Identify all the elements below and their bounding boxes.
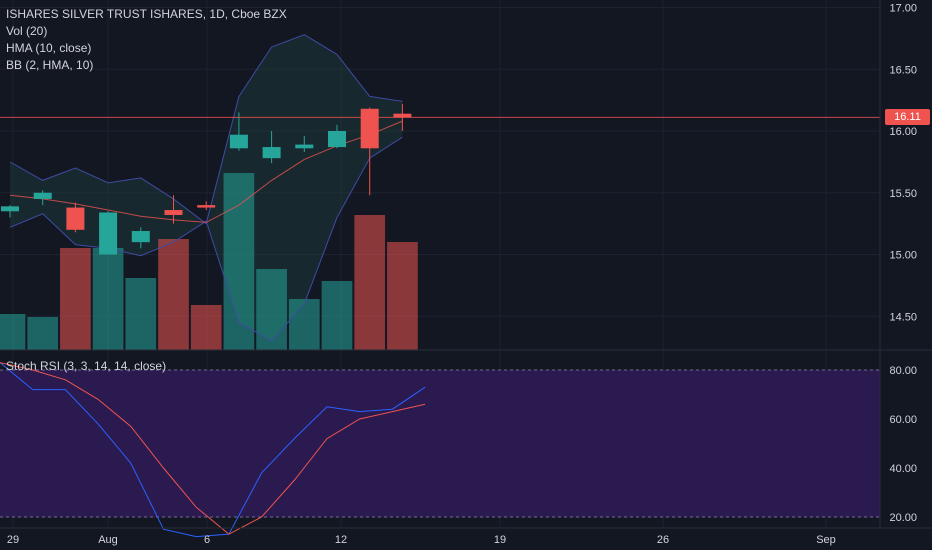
candle-body	[131, 231, 150, 243]
candle-body	[328, 131, 346, 148]
candle-body	[360, 108, 379, 149]
time-tick-label: 6	[204, 534, 210, 546]
candle-body	[295, 144, 314, 149]
stoch-rsi-band	[0, 369, 880, 518]
volume-bar	[125, 278, 157, 350]
price-tick-label: 16.00	[889, 126, 917, 138]
legend-volume[interactable]: Vol (20)	[6, 24, 48, 38]
volume-bar	[354, 215, 386, 350]
stoch-rsi-lines	[0, 362, 426, 538]
legend-stoch-rsi[interactable]: Stoch RSI (3, 3, 14, 14, close)	[6, 359, 167, 373]
price-tick-label: 15.00	[889, 250, 917, 262]
candle-body	[197, 205, 216, 208]
price-tick-label: 17.00	[889, 3, 917, 15]
volume-bar	[288, 299, 320, 350]
time-tick-label: 26	[657, 534, 669, 546]
volume-bar	[387, 242, 418, 350]
volume-bar	[223, 173, 255, 350]
stoch-d-line	[0, 362, 426, 535]
bollinger-lower-line	[9, 136, 403, 342]
volume-bar	[190, 305, 222, 350]
bollinger-band-fill	[10, 34, 403, 341]
volume-bar	[27, 317, 59, 350]
legend-bollinger[interactable]: BB (2, HMA, 10)	[6, 58, 94, 72]
time-tick-label: 29	[7, 534, 19, 546]
candle-body	[229, 134, 248, 149]
stoch-k-line	[0, 362, 426, 538]
rsi-tick-label: 40.00	[889, 463, 917, 475]
main-legend: ISHARES SILVER TRUST ISHARES, 1D, Cboe B…	[6, 6, 287, 74]
candle-body	[66, 207, 85, 230]
volume-bar	[256, 269, 287, 350]
stoch-rsi-legend: Stoch RSI (3, 3, 14, 14, close)	[6, 358, 166, 375]
price-tick-label: 15.50	[889, 188, 917, 200]
bollinger-upper-line	[9, 34, 403, 225]
rsi-tick-label: 60.00	[889, 414, 917, 426]
stoch-rsi-band-fill	[0, 370, 880, 517]
rsi-tick-label: 80.00	[889, 365, 917, 377]
volume-bar	[0, 314, 26, 350]
candle-body	[262, 147, 281, 159]
candle-body	[164, 210, 183, 215]
bollinger-fill-area	[10, 34, 403, 341]
candles	[1, 103, 412, 255]
volume-bar	[60, 248, 91, 350]
rsi-tick-label: 20.00	[889, 512, 917, 524]
time-tick-label: Sep	[816, 534, 836, 546]
last-price-tag: 16.11	[885, 109, 930, 126]
candle-body	[1, 206, 19, 212]
candle-body	[393, 113, 412, 118]
price-tick-label: 14.50	[889, 311, 917, 323]
candle-body	[99, 212, 118, 255]
time-tick-label: Aug	[98, 534, 118, 546]
time-tick-label: 19	[494, 534, 506, 546]
volume-bar	[92, 248, 124, 350]
volume-bar	[158, 239, 189, 350]
candle-body	[33, 192, 52, 199]
price-tick-label: 16.50	[889, 64, 917, 76]
volume-bar	[321, 281, 353, 350]
symbol-title[interactable]: ISHARES SILVER TRUST ISHARES, 1D, Cboe B…	[6, 7, 287, 21]
volume-bars	[0, 173, 418, 350]
legend-hma[interactable]: HMA (10, close)	[6, 41, 92, 55]
bollinger-band-lines	[9, 34, 403, 342]
time-tick-label: 12	[335, 534, 347, 546]
